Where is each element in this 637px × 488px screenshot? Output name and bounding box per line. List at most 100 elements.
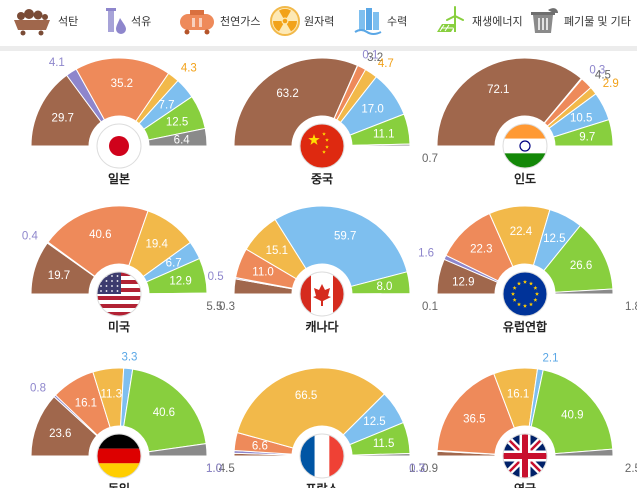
- chart-7: 1.01.06.666.512.511.50.9프랑스: [206, 367, 438, 488]
- data-label-renewable: 26.6: [570, 260, 592, 272]
- data-label-gas: 16.1: [75, 397, 97, 409]
- country-name: 캐나다: [305, 319, 338, 334]
- data-label-hydro: 17.0: [361, 103, 383, 115]
- slice-renewable: [530, 369, 614, 455]
- data-label-waste: 0.3: [219, 301, 235, 313]
- legend-label-nuclear: 원자력: [304, 16, 335, 28]
- data-label-hydro: 10.5: [570, 112, 592, 124]
- legend-label-oil: 석유: [131, 16, 152, 28]
- data-label-waste: 0.1: [422, 301, 438, 313]
- legend-label-coal: 석탄: [58, 16, 79, 28]
- water-icon: [354, 8, 382, 35]
- canada-flag-icon: [300, 272, 344, 316]
- country-name: 유럽연합: [503, 319, 547, 334]
- data-label-oil: 0.1: [362, 50, 378, 62]
- uk-flag-icon: [503, 434, 547, 478]
- legend-item-hydro: 수력: [353, 6, 407, 36]
- data-label-nuclear: 11.3: [100, 388, 122, 400]
- data-label-renewable: 11.1: [373, 129, 395, 141]
- legend-item-gas: 천연가스: [178, 6, 260, 36]
- data-label-waste: 2.5: [625, 463, 637, 475]
- data-label-hydro: 12.5: [363, 416, 385, 428]
- radiation-icon: [270, 6, 300, 36]
- data-label-waste: 4.5: [219, 463, 235, 475]
- data-label-coal: 1.7: [409, 463, 425, 475]
- data-label-hydro: 2.1: [542, 353, 558, 365]
- data-label-nuclear: 22.4: [510, 226, 533, 238]
- data-label-nuclear: 16.1: [507, 388, 529, 400]
- data-label-nuclear: 2.9: [603, 78, 619, 90]
- data-label-hydro: 59.7: [334, 230, 356, 242]
- legend: 석탄 석유 천연가스 원자력: [0, 0, 637, 44]
- chart-2: 72.1 0.34.52.9 10.5 9.7 인도: [436, 57, 619, 186]
- data-label-coal: 1.0: [206, 463, 222, 475]
- data-label-coal: 72.1: [487, 84, 509, 96]
- chart-6: 23.6 0.8 16.111.3 3.3 40.6 4.5 독일: [30, 352, 235, 488]
- china-flag-icon: [300, 124, 344, 168]
- legend-item-nuclear: 원자력: [270, 6, 334, 36]
- japan-flag-icon: [97, 124, 141, 168]
- country-name: 영국: [514, 481, 536, 488]
- oil-drop-icon: [106, 8, 126, 34]
- chart-0: 29.7 4.1 35.2 4.3 7.7 12.5 6.4 일본: [30, 57, 208, 186]
- legend-item-renewable: 재생에너지: [436, 6, 523, 36]
- legend-item-coal: 석탄: [10, 6, 78, 36]
- data-label-waste: 0.7: [422, 153, 438, 165]
- data-label-nuclear: 15.1: [266, 245, 288, 257]
- data-label-renewable: 12.5: [166, 117, 188, 129]
- data-label-renewable: 8.0: [376, 281, 392, 293]
- data-label-nuclear: 66.5: [295, 390, 317, 402]
- data-label-waste: 6.4: [174, 135, 191, 147]
- germany-flag-icon: [97, 434, 141, 478]
- data-label-waste: 1.8: [625, 301, 637, 313]
- legend-label-renewable: 재생에너지: [472, 16, 523, 28]
- slice-renewable: [123, 368, 207, 453]
- data-label-coal: 23.6: [49, 428, 71, 440]
- data-label-gas: 11.0: [252, 267, 274, 279]
- data-label-hydro: 7.7: [159, 100, 175, 112]
- data-label-gas: 4.5: [595, 70, 611, 82]
- data-label-oil: 4.1: [49, 57, 65, 69]
- data-label-coal: 63.2: [276, 88, 298, 100]
- data-label-renewable: 12.9: [169, 276, 191, 288]
- data-label-coal: 29.7: [52, 113, 74, 125]
- data-label-renewable: 11.5: [373, 438, 395, 450]
- country-name: 프랑스: [305, 482, 338, 488]
- data-label-hydro: 3.3: [121, 352, 137, 364]
- data-label-oil: 1.6: [418, 247, 434, 259]
- country-name: 인도: [514, 171, 536, 186]
- country-name: 중국: [311, 172, 333, 186]
- data-label-renewable: 40.9: [561, 409, 583, 421]
- wind-turbine-icon: [437, 6, 464, 32]
- legend-item-oil: 석유: [105, 6, 151, 36]
- data-label-gas: 40.6: [89, 229, 111, 241]
- chart-4: 5.5 0.5 11.0 15.1 59.7 8.0 0.1 캐나다: [206, 205, 438, 334]
- data-label-gas: 36.5: [463, 414, 485, 426]
- country-name: 독일: [108, 482, 130, 488]
- legend-label-gas: 천연가스: [220, 16, 261, 28]
- recycle-bin-icon: [531, 8, 558, 33]
- data-label-hydro: 6.7: [166, 258, 182, 270]
- coal-cart-icon: [14, 9, 50, 36]
- data-label-coal: 5.5: [206, 301, 222, 313]
- data-label-oil: 0.4: [22, 230, 39, 242]
- legend-label-waste: 폐기물 및 기타: [564, 16, 631, 28]
- usa-flag-icon: [97, 272, 141, 316]
- data-label-nuclear: 19.4: [145, 239, 168, 251]
- legend-label-hydro: 수력: [387, 16, 408, 28]
- data-label-oil: 1.0: [206, 463, 222, 475]
- india-flag-icon: [503, 124, 547, 168]
- data-label-oil: 0.8: [30, 383, 46, 395]
- chart-3: 19.7 0.4 40.6 19.4 6.7 12.9 0.3 미국: [22, 205, 235, 334]
- legend-item-waste: 폐기물 및 기타: [528, 6, 631, 36]
- gas-tank-icon: [180, 10, 214, 35]
- legend-divider: [0, 46, 637, 51]
- data-label-coal: 19.7: [48, 270, 70, 282]
- slice-gas: [47, 205, 149, 277]
- country-name: 일본: [108, 172, 130, 186]
- data-label-oil: 0.5: [208, 271, 224, 283]
- slice-waste: [148, 292, 208, 295]
- country-name: 미국: [108, 319, 130, 334]
- data-label-waste: 0.9: [422, 463, 438, 475]
